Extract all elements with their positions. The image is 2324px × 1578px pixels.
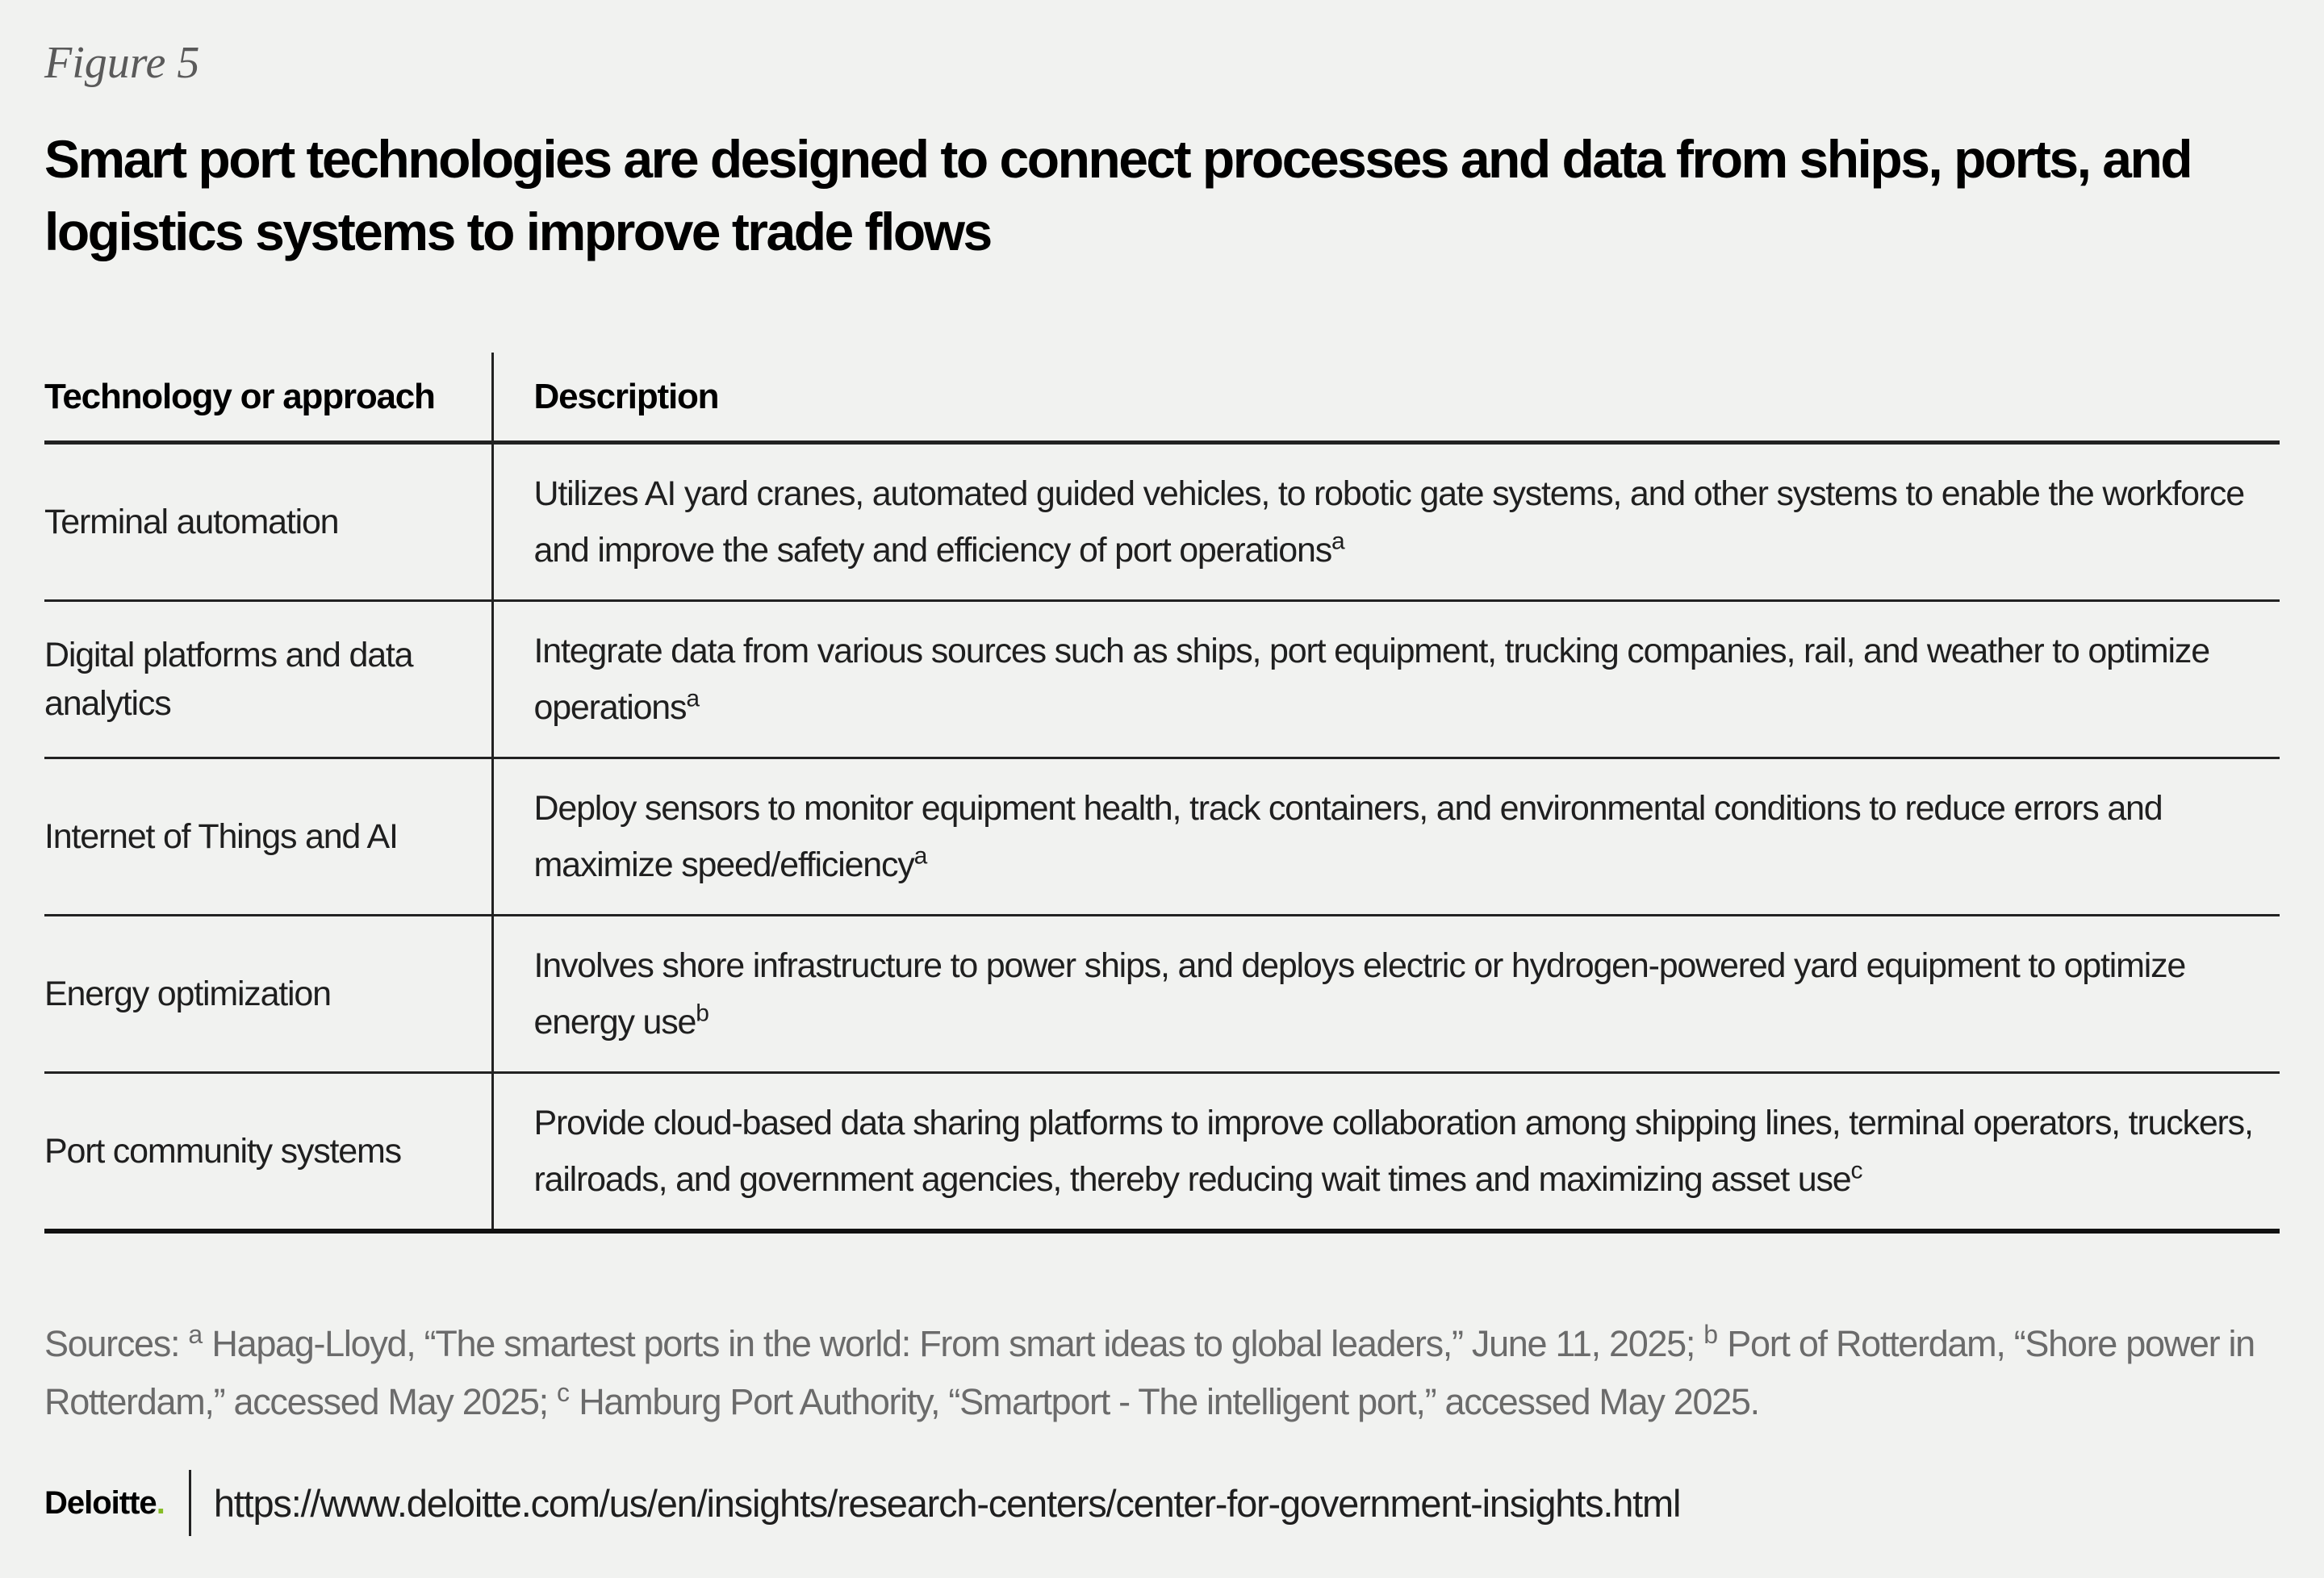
table-row: Digital platforms and data analytics Int… (44, 600, 2280, 759)
figure-label: Figure 5 (44, 38, 200, 88)
deloitte-logo: Deloitte. (44, 1485, 165, 1522)
technology-table: Technology or approach Description Termi… (44, 353, 2280, 1234)
footer-divider (188, 1470, 191, 1536)
description-cell: Deploy sensors to monitor equipment heal… (492, 758, 2280, 916)
technology-cell: Digital platforms and data analytics (44, 600, 494, 759)
footer-url-link[interactable]: https://www.deloitte.com/us/en/insights/… (213, 1481, 1682, 1525)
source-marker: b (1703, 1320, 1719, 1349)
technology-cell: Internet of Things and AI (44, 758, 494, 916)
table-row: Terminal automation Utilizes AI yard cra… (44, 442, 2280, 602)
description-text: Integrate data from various sources such… (533, 632, 2211, 727)
technology-cell: Terminal automation (44, 442, 494, 602)
header-description: Description (492, 353, 2280, 445)
description-text: Deploy sensors to monitor equipment heal… (533, 789, 2163, 884)
table-header-row: Technology or approach Description (44, 353, 2280, 445)
description-cell: Utilizes AI yard cranes, automated guide… (492, 442, 2280, 602)
description-text: Involves shore infrastructure to power s… (533, 946, 2187, 1042)
technology-cell: Energy optimization (44, 915, 494, 1074)
description-text: Provide cloud-based data sharing platfor… (533, 1104, 2254, 1199)
technology-cell: Port community systems (44, 1072, 494, 1234)
table-row: Port community systems Provide cloud-bas… (44, 1072, 2280, 1234)
figure-title: Smart port technologies are designed to … (44, 129, 2193, 261)
footnote-marker: a (686, 685, 700, 712)
source-text: Hapag-Lloyd, “The smartest ports in the … (203, 1323, 1704, 1364)
logo-text: Deloitte (44, 1484, 157, 1521)
sources-note: Sources: a Hapag-Lloyd, “The smartest po… (44, 1315, 2288, 1431)
source-marker: a (188, 1320, 203, 1349)
description-text: Utilizes AI yard cranes, automated guide… (533, 474, 2246, 570)
description-cell: Provide cloud-based data sharing platfor… (492, 1072, 2280, 1234)
footnote-marker: a (913, 842, 928, 870)
sources-prefix: Sources: (44, 1323, 189, 1364)
source-text: Hamburg Port Authority, “Smartport - The… (570, 1381, 1760, 1422)
header-technology: Technology or approach (44, 353, 494, 445)
footnote-marker: a (1331, 528, 1345, 555)
description-cell: Integrate data from various sources such… (492, 600, 2280, 759)
description-cell: Involves shore infrastructure to power s… (492, 915, 2280, 1074)
footnote-marker: c (1850, 1157, 1863, 1184)
logo-dot: . (156, 1484, 165, 1521)
source-text: Port of Rotterdam, “Shore power in Rotte… (44, 1323, 2255, 1422)
footer: Deloitte. https://www.deloitte.com/us/en… (44, 1470, 1682, 1536)
table-row: Energy optimization Involves shore infra… (44, 915, 2280, 1074)
table-row: Internet of Things and AI Deploy sensors… (44, 758, 2280, 916)
source-marker: c (557, 1378, 571, 1407)
footnote-marker: b (696, 1000, 709, 1027)
